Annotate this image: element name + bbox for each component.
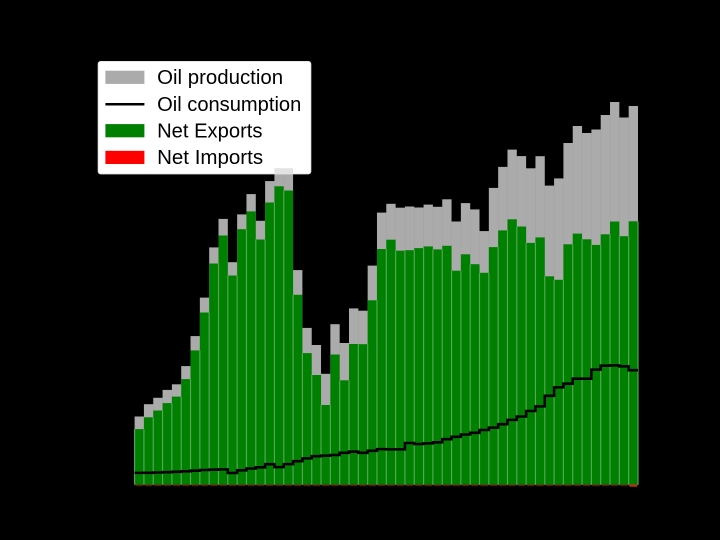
svg-text:Net Imports: Net Imports [157, 147, 263, 169]
svg-text:Net Exports: Net Exports [157, 121, 262, 143]
svg-text:Oil production: Oil production [157, 67, 283, 89]
svg-text:Oil consumption: Oil consumption [157, 94, 301, 116]
